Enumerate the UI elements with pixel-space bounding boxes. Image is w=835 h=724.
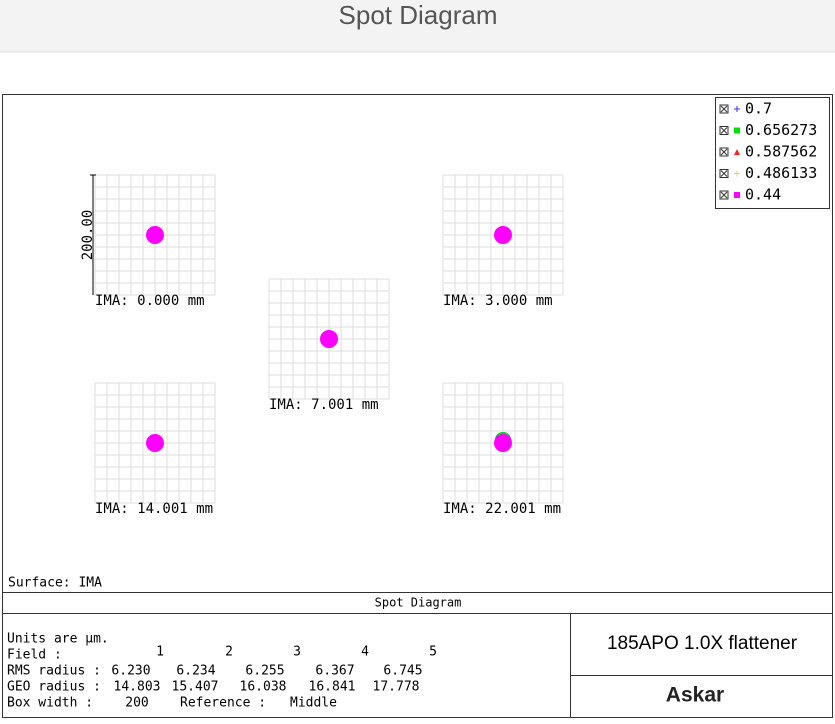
page-title: Spot Diagram	[339, 0, 498, 30]
legend-marker	[734, 106, 740, 112]
legend-marker	[734, 149, 740, 155]
row-value: 1	[156, 645, 164, 660]
legend-check	[720, 170, 728, 177]
row-value: 2	[225, 645, 233, 660]
spot	[320, 330, 338, 348]
row-value: 4	[361, 645, 369, 660]
box-width-label: Box width :	[7, 696, 93, 711]
row-value: 16.038	[240, 680, 287, 695]
legend-marker	[734, 127, 740, 134]
box-width-value: 200	[125, 696, 148, 711]
brand: Askar	[666, 684, 724, 707]
row-value: 14.803	[114, 680, 161, 695]
field-label: IMA: 22.001 mm	[443, 501, 561, 517]
row-label: Field :	[7, 648, 62, 663]
row-value: 6.745	[383, 664, 422, 679]
legend-check	[720, 105, 728, 113]
row-value: 5	[429, 645, 437, 660]
surface-label: Surface: IMA	[8, 576, 102, 591]
legend-label: 0.587562	[745, 143, 817, 161]
spot	[146, 226, 164, 244]
legend-label: 0.656273	[745, 121, 817, 139]
frame	[2, 94, 833, 718]
reference-value: Middle	[290, 696, 337, 711]
reference-label: Reference :	[180, 696, 266, 711]
footer-title: Spot Diagram	[375, 596, 462, 610]
legend-marker	[734, 192, 740, 198]
row-value: 15.407	[172, 680, 219, 695]
scale-label: 200.00	[80, 210, 96, 261]
spot	[494, 434, 512, 452]
row-value: 6.255	[245, 664, 284, 679]
header-bar	[0, 0, 835, 52]
legend-marker	[734, 170, 740, 177]
spot	[494, 226, 512, 244]
row-label: RMS radius :	[7, 664, 101, 679]
field-label: IMA: 0.000 mm	[95, 293, 205, 309]
field-label: IMA: 14.001 mm	[95, 501, 213, 517]
row-value: 6.367	[315, 664, 354, 679]
legend-label: 0.44	[745, 186, 781, 204]
legend-label: 0.486133	[745, 164, 817, 182]
row-label: GEO radius :	[7, 680, 101, 695]
row-value: 6.234	[176, 664, 215, 679]
row-value: 16.841	[309, 680, 356, 695]
legend-check	[720, 148, 728, 156]
legend-box	[715, 97, 830, 209]
row-value: 3	[293, 645, 301, 660]
legend-check	[720, 127, 728, 134]
field-label: IMA: 7.001 mm	[269, 397, 379, 413]
legend-label: 0.7	[745, 100, 772, 118]
spot	[146, 434, 164, 452]
field-label: IMA: 3.000 mm	[443, 293, 553, 309]
row-value: 6.230	[111, 664, 150, 679]
lens-name: 185APO 1.0X flattener	[607, 633, 798, 654]
row-value: 17.778	[373, 680, 420, 695]
units: Units are µm.	[7, 632, 109, 647]
legend-check	[720, 191, 728, 199]
